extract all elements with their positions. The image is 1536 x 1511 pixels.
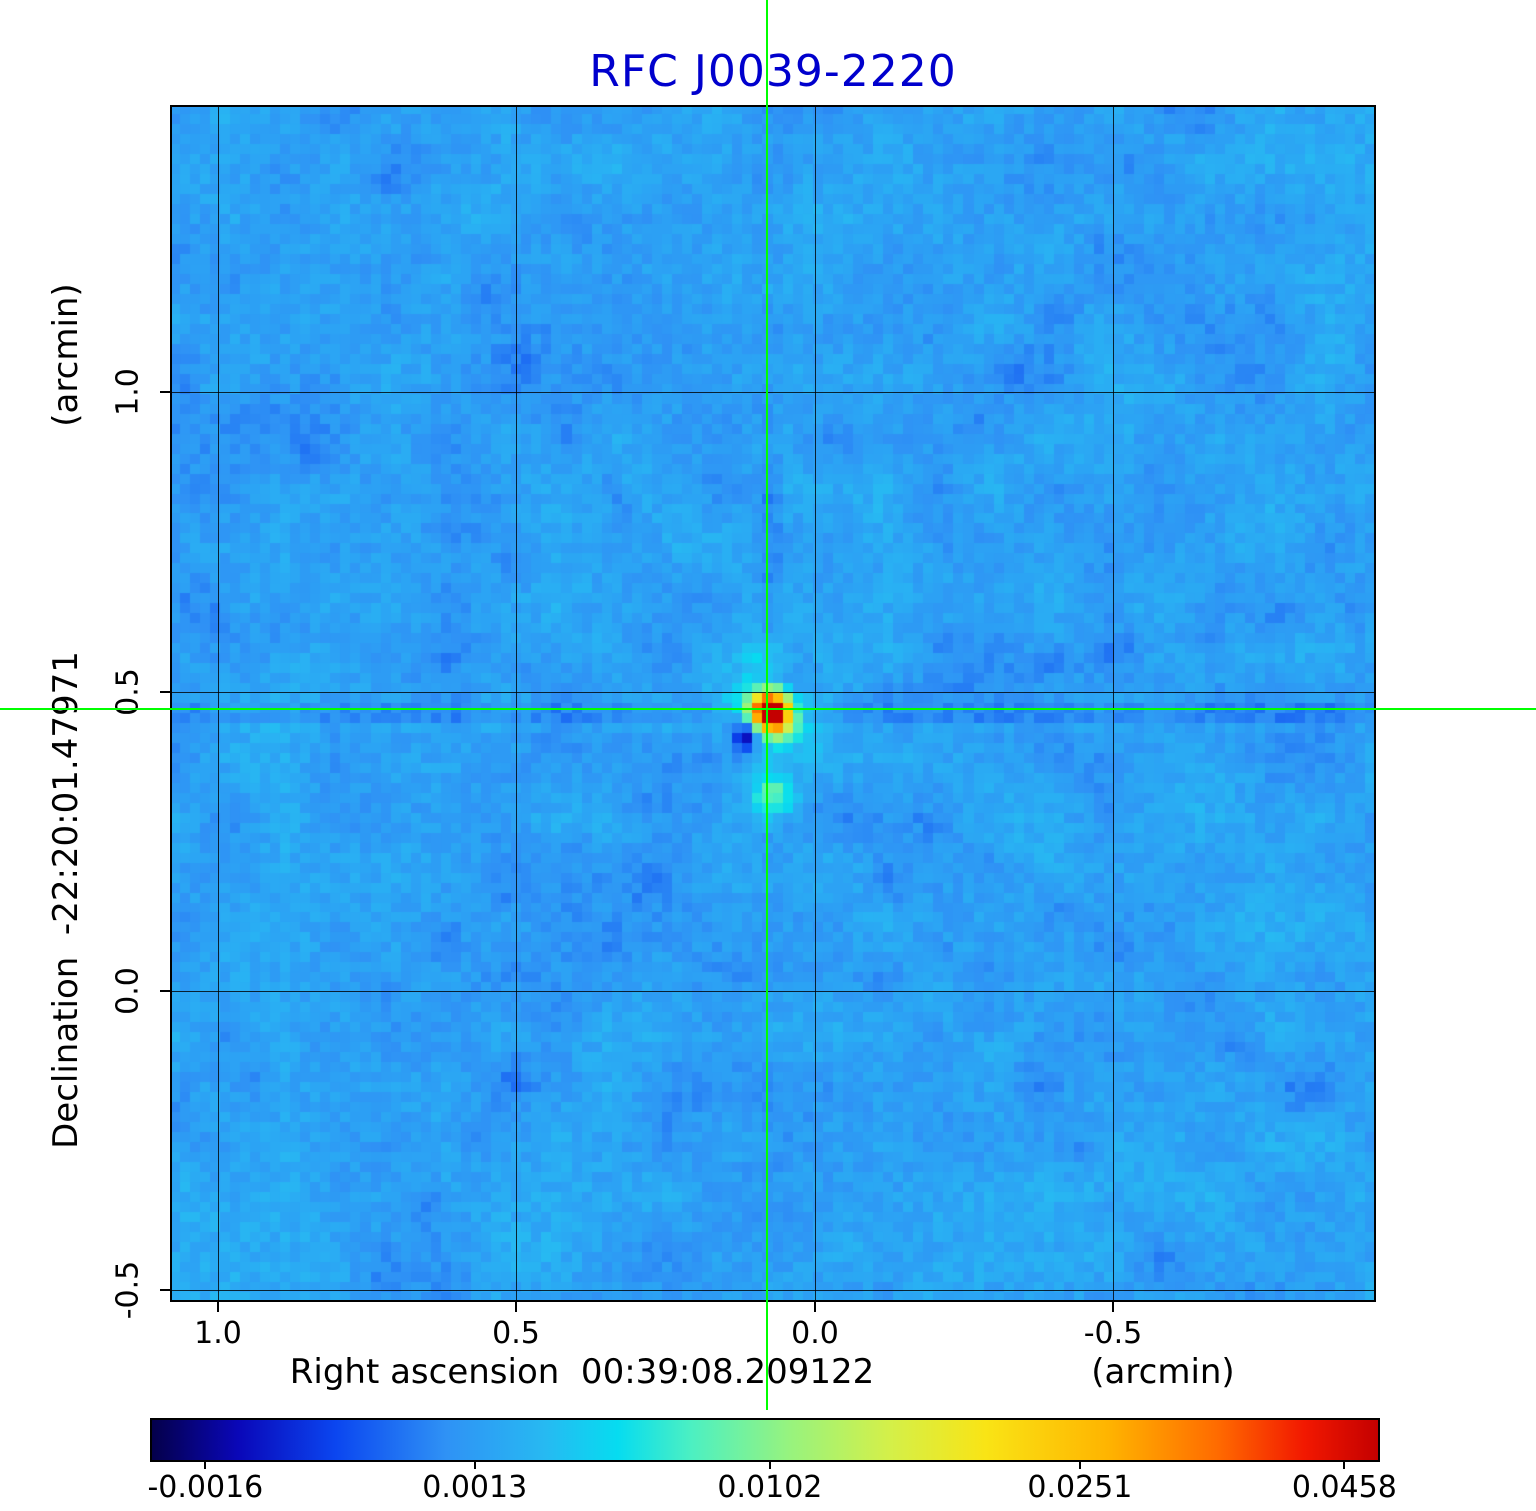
colorbar-tick-mark bbox=[1078, 1462, 1081, 1469]
colorbar-label: 0.0251 bbox=[1027, 1470, 1133, 1505]
y-axis-unit-label: (arcmin) bbox=[46, 283, 86, 427]
y-axis-label: Declination -22:20:01.47971 bbox=[46, 651, 86, 1149]
y-tick-label: 1.0 bbox=[110, 368, 146, 416]
y-tick-mark bbox=[160, 691, 170, 693]
sky-map-canvas bbox=[170, 105, 1376, 1302]
y-tick-mark bbox=[160, 990, 170, 992]
gridline-horizontal bbox=[170, 692, 1376, 693]
y-tick-mark bbox=[160, 1289, 170, 1291]
x-tick-label: -0.5 bbox=[1083, 1316, 1143, 1351]
y-tick-mark bbox=[160, 391, 170, 393]
gridline-vertical bbox=[516, 105, 517, 1302]
gridline-vertical bbox=[1113, 105, 1114, 1302]
colorbar-label: 0.0458 bbox=[1291, 1470, 1397, 1505]
colorbar-tick-mark bbox=[473, 1462, 476, 1469]
grid-layer bbox=[170, 105, 1376, 1302]
gridline-horizontal bbox=[170, 392, 1376, 393]
x-tick-mark bbox=[515, 1302, 517, 1312]
plot-title: RFC J0039-2220 bbox=[589, 46, 957, 97]
x-tick-mark bbox=[217, 1302, 219, 1312]
x-axis-label: Right ascension 00:39:08.209122 bbox=[289, 1352, 875, 1392]
gridline-horizontal bbox=[170, 991, 1376, 992]
y-tick-label: 0.0 bbox=[110, 967, 146, 1015]
x-tick-mark bbox=[814, 1302, 816, 1312]
x-tick-mark bbox=[1112, 1302, 1114, 1312]
crosshair-vertical bbox=[766, 0, 768, 1410]
colorbar-tick-mark bbox=[768, 1462, 771, 1469]
colorbar-label: 0.0102 bbox=[717, 1470, 823, 1505]
y-tick-label: -0.5 bbox=[110, 1260, 146, 1320]
colorbar-label: 0.0013 bbox=[422, 1470, 528, 1505]
crosshair-horizontal bbox=[0, 708, 1536, 710]
x-tick-label: 0.0 bbox=[791, 1316, 839, 1351]
colorbar-tick-mark bbox=[204, 1462, 207, 1469]
gridline-vertical bbox=[815, 105, 816, 1302]
colorbar-label: -0.0016 bbox=[147, 1470, 264, 1505]
x-tick-label: 0.5 bbox=[492, 1316, 540, 1351]
colorbar bbox=[150, 1418, 1380, 1462]
gridline-horizontal bbox=[170, 1290, 1376, 1291]
colorbar-gradient bbox=[152, 1420, 1378, 1460]
gridline-vertical bbox=[218, 105, 219, 1302]
colorbar-tick-mark bbox=[1343, 1462, 1346, 1469]
sky-map bbox=[170, 105, 1376, 1302]
x-tick-label: 1.0 bbox=[194, 1316, 242, 1351]
colorbar-labels: -0.0016 0.0013 0.0102 0.0251 0.0458 bbox=[147, 1462, 1397, 1506]
x-axis-unit-label: (arcmin) bbox=[1091, 1352, 1235, 1392]
